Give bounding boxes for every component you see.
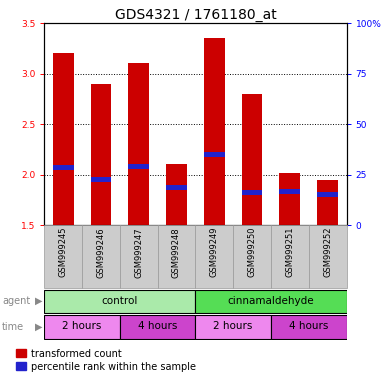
Bar — [82, 225, 120, 288]
Bar — [196, 290, 346, 313]
Bar — [280, 189, 300, 194]
Text: 4 hours: 4 hours — [138, 321, 177, 331]
Bar — [44, 225, 82, 288]
Bar — [128, 63, 149, 225]
Bar — [90, 84, 111, 225]
Text: GSM999252: GSM999252 — [323, 227, 332, 277]
Text: agent: agent — [2, 296, 30, 306]
Bar — [196, 225, 233, 288]
Title: GDS4321 / 1761180_at: GDS4321 / 1761180_at — [114, 8, 276, 22]
Bar — [120, 315, 196, 339]
Text: 2 hours: 2 hours — [62, 321, 102, 331]
Text: 2 hours: 2 hours — [213, 321, 253, 331]
Bar — [44, 290, 196, 313]
Bar — [53, 53, 74, 225]
Text: cinnamaldehyde: cinnamaldehyde — [228, 296, 314, 306]
Bar — [204, 38, 225, 225]
Text: GSM999245: GSM999245 — [59, 227, 68, 277]
Bar — [204, 152, 225, 157]
Text: GSM999249: GSM999249 — [210, 227, 219, 277]
Bar — [90, 177, 111, 182]
Bar — [166, 164, 187, 225]
Bar — [53, 165, 74, 170]
Text: GSM999246: GSM999246 — [96, 227, 105, 278]
Bar — [157, 225, 195, 288]
Text: GSM999251: GSM999251 — [285, 227, 295, 277]
Text: time: time — [2, 322, 24, 332]
Text: GSM999247: GSM999247 — [134, 227, 143, 278]
Bar — [271, 225, 309, 288]
Bar — [128, 164, 149, 169]
Bar — [271, 315, 346, 339]
Bar — [44, 315, 120, 339]
Text: ▶: ▶ — [35, 296, 42, 306]
Text: GSM999248: GSM999248 — [172, 227, 181, 278]
Bar — [317, 192, 338, 197]
Bar — [196, 315, 271, 339]
Text: ▶: ▶ — [35, 322, 42, 332]
Bar — [233, 225, 271, 288]
Text: GSM999250: GSM999250 — [248, 227, 256, 277]
Text: control: control — [102, 296, 138, 306]
Bar — [166, 185, 187, 190]
Bar — [242, 94, 263, 225]
Bar — [242, 190, 263, 195]
Text: 4 hours: 4 hours — [289, 321, 328, 331]
Bar — [317, 180, 338, 225]
Legend: transformed count, percentile rank within the sample: transformed count, percentile rank withi… — [13, 345, 200, 376]
Bar — [280, 172, 300, 225]
Bar — [120, 225, 157, 288]
Bar — [309, 225, 346, 288]
